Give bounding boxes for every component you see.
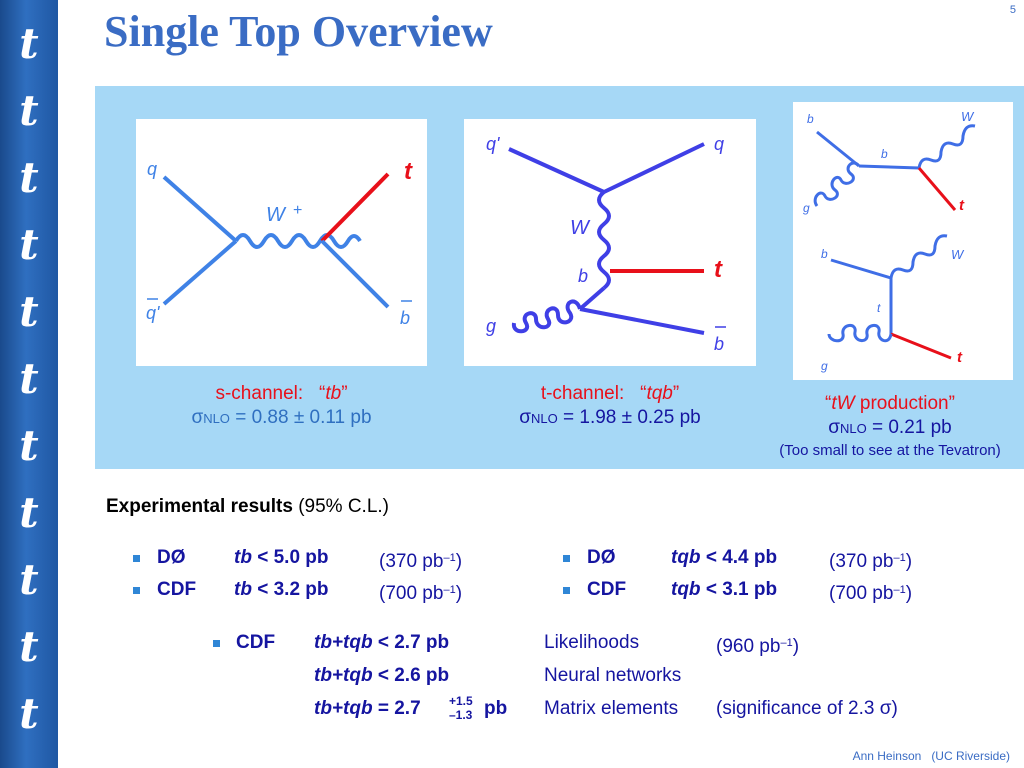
s-channel-diagram: q q' W + t b — [136, 119, 427, 366]
label-W: W — [570, 217, 591, 239]
top-quark-glyph: t — [19, 19, 39, 68]
bullet-icon — [133, 555, 140, 562]
label-g-bot: g — [821, 359, 828, 373]
label-g: g — [486, 316, 496, 336]
label-b: b — [578, 266, 588, 286]
list-item: tb+tqb = 2.7 +1.5 –1.3 pb Matrix element… — [314, 694, 898, 722]
s-channel-caption: s-channel: “tb” σNLO = 0.88 ± 0.11 pb — [136, 382, 427, 431]
tW-note: (Too small to see at the Tevatron) — [779, 442, 1001, 459]
top-quark-glyph: t — [19, 488, 39, 537]
label-b-top: b — [807, 112, 814, 126]
label-t: t — [404, 158, 413, 185]
top-quark-glyph: t — [19, 689, 39, 738]
label-t: t — [714, 256, 723, 283]
label-W-top: W — [961, 109, 975, 124]
list-item: CDF tqb < 3.1 pb (700 pb–1) — [563, 578, 983, 604]
list-item: CDF tb < 3.2 pb (700 pb–1) — [133, 578, 553, 604]
top-quark-glyph: t — [19, 153, 39, 202]
t-channel-diagram: q' q W b t g b — [464, 119, 756, 366]
s-channel-xsec: σNLO = 0.88 ± 0.11 pb — [191, 407, 372, 428]
t-channel-caption: t-channel: “tqb” σNLO = 1.98 ± 0.25 pb — [464, 382, 756, 431]
label-W: W — [266, 204, 287, 226]
bullet-icon — [563, 587, 570, 594]
top-quark-glyph: t — [19, 555, 39, 604]
label-q-prime: q' — [486, 134, 500, 154]
label-q: q — [147, 159, 157, 179]
t-channel-name: t-channel: “tqb” — [540, 383, 680, 404]
list-item: CDF tb+tqb < 2.7 pb Likelihoods (960 pb–… — [213, 631, 993, 657]
tW-caption: “tW production” σNLO = 0.21 pb (Too smal… — [760, 392, 1020, 461]
top-quark-glyph: t — [19, 354, 39, 403]
label-bbar: b — [400, 308, 410, 328]
top-quark-glyph: t — [19, 86, 39, 135]
list-item: DØ tqb < 4.4 pb (370 pb–1) — [563, 546, 983, 572]
t-channel-xsec: σNLO = 1.98 ± 0.25 pb — [519, 407, 701, 428]
label-W-charge: + — [293, 202, 302, 219]
slide-title: Single Top Overview — [104, 7, 493, 56]
label-b-bot: b — [821, 247, 828, 261]
label-q: q — [714, 134, 724, 154]
label-t-bot: t — [957, 349, 963, 366]
top-quark-glyph: t — [19, 220, 39, 269]
error-down: –1.3 — [449, 708, 473, 722]
top-quark-glyph: t — [19, 622, 39, 671]
label-t-top: t — [959, 197, 965, 214]
sidebar: t t t t t t t t t t t — [0, 0, 58, 768]
tW-name: “tW production” — [825, 393, 955, 414]
bullet-icon — [133, 587, 140, 594]
top-quark-glyph: t — [19, 287, 39, 336]
label-b-mid: b — [881, 147, 888, 161]
list-item: tb+tqb < 2.6 pb Neural networks — [314, 665, 682, 686]
page-number: 5 — [1009, 4, 1016, 16]
label-t-mid: t — [877, 301, 881, 315]
tW-diagram: b W b g t b W t g t — [793, 102, 1013, 380]
top-quark-glyph: t — [19, 421, 39, 470]
list-item: DØ tb < 5.0 pb (370 pb–1) — [133, 546, 553, 572]
bullet-icon — [563, 555, 570, 562]
label-g-top: g — [803, 201, 810, 215]
label-bbar: b — [714, 334, 724, 354]
s-channel-name: s-channel: “tb” — [215, 383, 348, 404]
tW-xsec: σNLO = 0.21 pb — [828, 417, 952, 438]
label-qbar-prime: q' — [146, 303, 160, 323]
results-heading: Experimental results (95% C.L.) — [106, 496, 390, 517]
footer: Ann Heinson (UC Riverside) — [852, 749, 1010, 763]
error-up: +1.5 — [449, 694, 473, 708]
bullet-icon — [213, 640, 220, 647]
label-W-bot: W — [951, 247, 965, 262]
